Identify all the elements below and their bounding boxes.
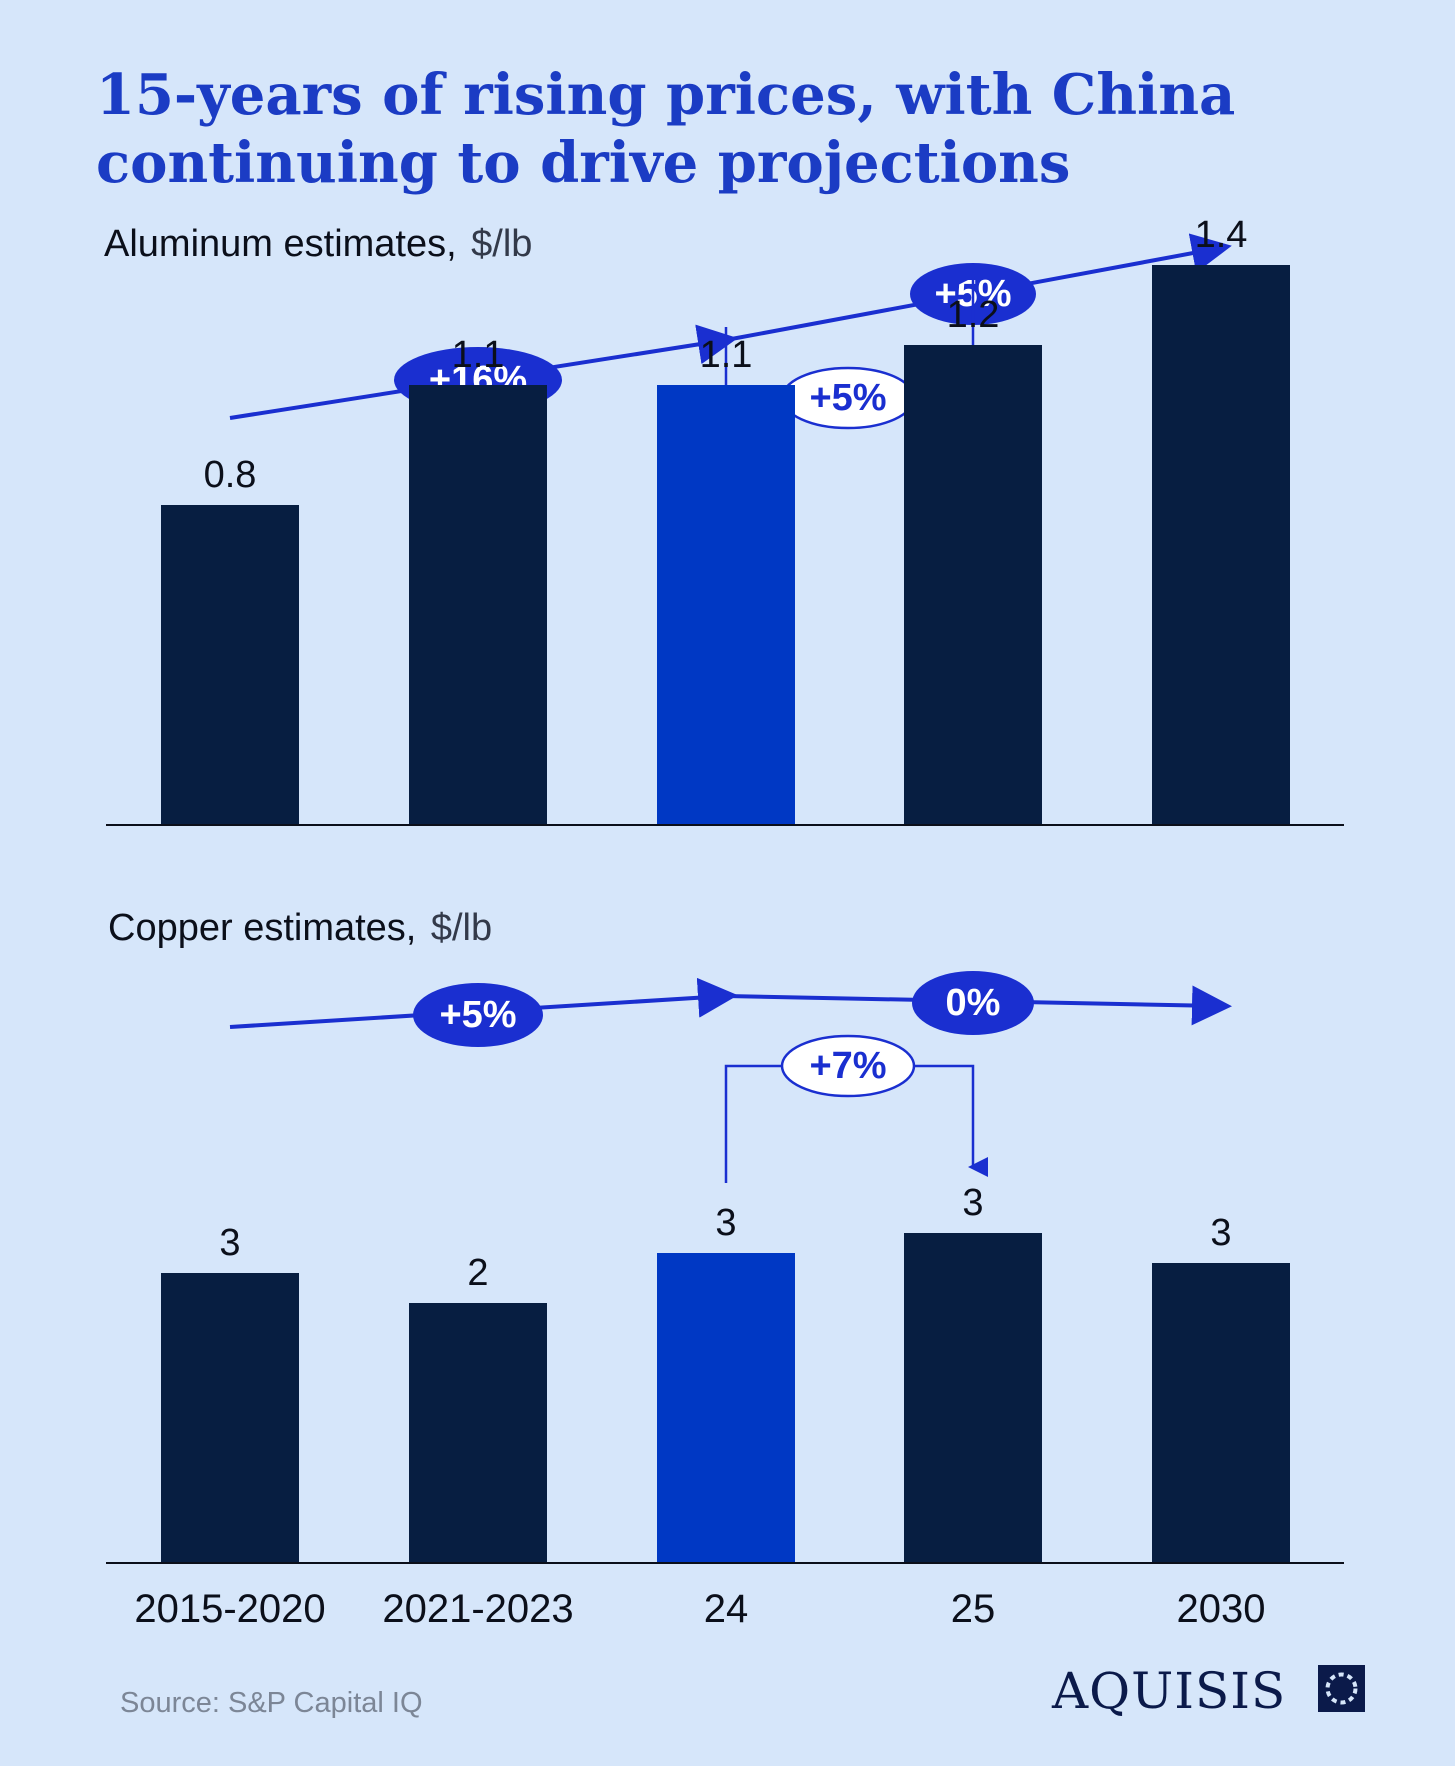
aluminum-bar-0 <box>161 505 299 825</box>
copper-trend-pill-label-1: 0% <box>946 982 1001 1024</box>
aluminum-bar-2 <box>657 385 795 825</box>
brand-logo: AQUISIS <box>1051 1662 1365 1720</box>
aluminum-value-label-3: 1.2 <box>947 294 1000 336</box>
copper-annotations: +5% 0% +7% <box>229 971 1232 1183</box>
x-tick-label-3: 25 <box>951 1587 996 1631</box>
copper-trend-pill-label-0: +5% <box>439 994 516 1036</box>
aluminum-bar-4 <box>1152 265 1290 825</box>
copper-bar-1 <box>409 1303 547 1563</box>
brand-mark-icon <box>1318 1665 1365 1712</box>
copper-value-label-1: 2 <box>467 1252 488 1294</box>
copper-value-label-0: 3 <box>219 1222 240 1264</box>
aluminum-bars: 0.8 1.1 1.1 1.2 1.4 <box>161 214 1290 825</box>
copper-bar-4 <box>1152 1263 1290 1563</box>
copper-bars: 3 2 3 3 3 <box>161 1182 1290 1563</box>
copper-subtitle: Copper estimates, $/lb <box>108 907 492 949</box>
aluminum-subtitle-label: Aluminum estimates, <box>104 223 457 265</box>
aluminum-value-label-1: 1.1 <box>452 334 505 376</box>
copper-trend-pill-1 <box>912 971 1034 1035</box>
x-tick-label-0: 2015-2020 <box>134 1587 325 1631</box>
aluminum-value-label-4: 1.4 <box>1195 214 1248 256</box>
aluminum-step-pill-label: +5% <box>809 377 886 419</box>
aluminum-annotations: +16%+5%+5% <box>229 233 1232 430</box>
aluminum-panel: Aluminum estimates, $/lb +16%+5%+5% 0.8 1… <box>104 214 1344 826</box>
copper-subtitle-unit: $/lb <box>431 907 492 949</box>
aluminum-subtitle: Aluminum estimates, $/lb <box>104 223 532 265</box>
copper-subtitle-label: Copper estimates, <box>108 907 416 949</box>
x-axis-categories: 2015-2020 2021-2023 24 25 2030 <box>134 1587 1265 1631</box>
aluminum-bar-1 <box>409 385 547 825</box>
x-tick-label-2: 24 <box>704 1587 749 1631</box>
source-note: Source: S&P Capital IQ <box>120 1687 423 1719</box>
copper-step-pill-label: +7% <box>809 1045 886 1087</box>
aluminum-value-label-2: 1.1 <box>700 334 753 376</box>
copper-panel: Copper estimates, $/lb +5% 0% +7% 3 2 3 3 3 <box>106 907 1344 1564</box>
aluminum-bar-3 <box>904 345 1042 825</box>
chart-title-line-2: continuing to drive projections <box>96 130 1070 196</box>
copper-value-label-3: 3 <box>962 1182 983 1224</box>
chart-title-line-1: 15-years of rising prices, with China <box>96 62 1235 128</box>
copper-value-label-2: 3 <box>715 1202 736 1244</box>
brand-wordmark: AQUISIS <box>1051 1662 1286 1720</box>
x-tick-label-1: 2021-2023 <box>382 1587 573 1631</box>
copper-bar-2 <box>657 1253 795 1563</box>
copper-trend-pill-0 <box>413 983 543 1047</box>
aluminum-subtitle-unit: $/lb <box>471 223 532 265</box>
aluminum-value-label-0: 0.8 <box>204 454 257 496</box>
x-tick-label-4: 2030 <box>1177 1587 1266 1631</box>
copper-value-label-4: 3 <box>1210 1212 1231 1254</box>
copper-bar-0 <box>161 1273 299 1563</box>
copper-step-pill <box>780 1034 916 1098</box>
copper-bar-3 <box>904 1233 1042 1563</box>
